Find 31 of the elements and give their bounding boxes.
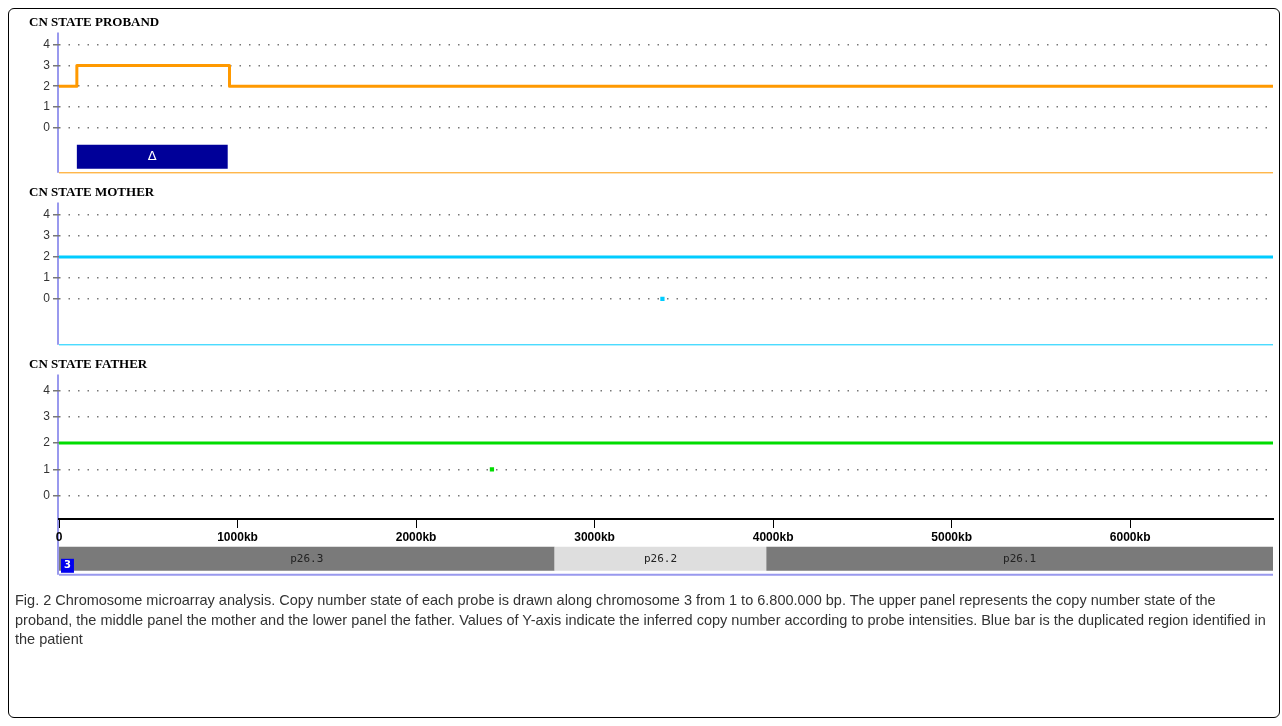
y-tick-label: 0 <box>43 488 51 503</box>
y-tick-label: 4 <box>43 382 51 397</box>
y-tick-label: 2 <box>43 78 51 93</box>
y-tick-label: 3 <box>43 409 51 424</box>
y-tick-label: 4 <box>43 207 51 222</box>
y-tick-label: 2 <box>43 249 51 264</box>
x-axis-title: 3 <box>64 559 71 571</box>
x-tick-label: 0 <box>55 529 63 544</box>
y-tick-label: 0 <box>43 291 51 306</box>
band-label: p26.1 <box>1003 551 1037 565</box>
y-tick-label: 3 <box>43 228 51 243</box>
y-tick-label: 4 <box>43 37 51 52</box>
band-label: p26.3 <box>290 551 324 565</box>
y-tick-label: 1 <box>43 99 51 114</box>
chart-title: CN STATE FATHER <box>29 356 148 372</box>
x-tick-label: 1000kb <box>217 529 258 544</box>
x-tick-label: 6000kb <box>1109 529 1151 544</box>
chart-title: CN STATE PROBAND <box>29 14 160 30</box>
y-tick-label: 3 <box>43 57 51 72</box>
y-tick-label: 1 <box>43 461 51 476</box>
chart-title: CN STATE MOTHER <box>29 184 155 200</box>
caption: Fig. 2 Chromosome microarray analysis. Copy number state of each probe is drawn along chromosome 3 from 1 to 6.800.000 bp. The upper panel represents the copy number state of the proband, the middle panel the mother and the lower panel the father. Values of Y-axis indicate the inferred copy number according to probe intensities. Blue bar is the duplicated region identified in the patient <box>15 591 1267 650</box>
band-label: p26.2 <box>643 551 678 565</box>
x-tick-label: 4000kb <box>752 529 794 544</box>
x-tick-label: 2000kb <box>395 529 437 544</box>
y-tick-label: 0 <box>43 119 51 134</box>
y-tick-label: 1 <box>43 270 51 285</box>
y-tick-label: 2 <box>43 435 51 450</box>
band-label: Δ <box>147 148 157 164</box>
x-tick-label: 5000kb <box>931 529 972 544</box>
x-tick-label: 3000kb <box>574 529 615 544</box>
